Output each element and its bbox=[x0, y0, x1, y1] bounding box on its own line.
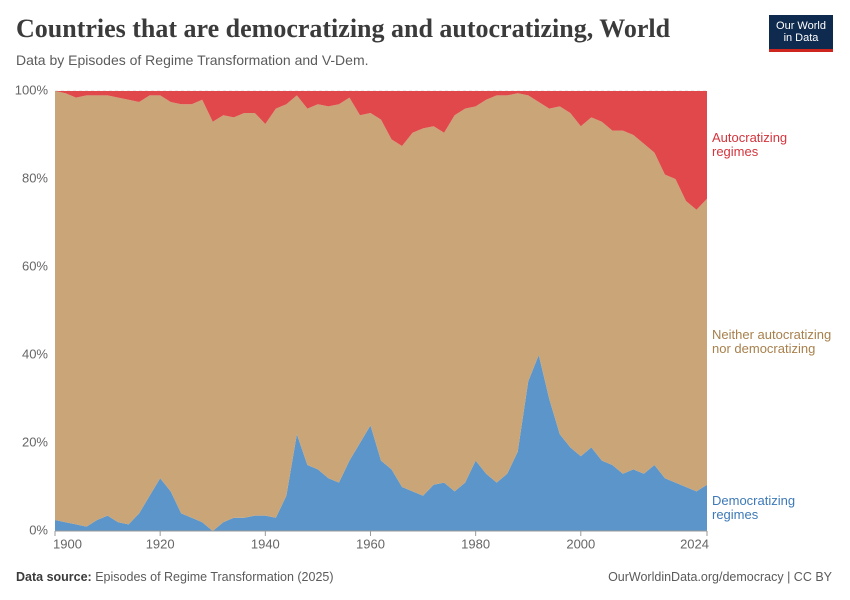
title: Countries that are democratizing and aut… bbox=[16, 14, 671, 43]
x-tick-label: 1960 bbox=[356, 536, 385, 551]
logo[interactable]: Our World in Data bbox=[769, 15, 833, 52]
subtitle: Data by Episodes of Regime Transformatio… bbox=[16, 52, 369, 68]
y-tick-label: 80% bbox=[22, 170, 48, 185]
x-tick-label: 1900 bbox=[53, 536, 82, 551]
x-tick-label: 2000 bbox=[566, 536, 595, 551]
x-tick-label: 1980 bbox=[461, 536, 490, 551]
x-tick-label: 1940 bbox=[251, 536, 280, 551]
area bbox=[55, 355, 707, 531]
y-tick-label: 20% bbox=[22, 434, 48, 449]
y-tick-label: 0% bbox=[29, 522, 48, 537]
logo-line: in Data bbox=[783, 32, 819, 44]
y-tick-label: 60% bbox=[22, 258, 48, 273]
logo-line: Our World bbox=[776, 20, 826, 32]
x-tick-label: 2024 bbox=[680, 536, 709, 551]
y-tick-label: 40% bbox=[22, 346, 48, 361]
footer-credit[interactable]: OurWorldinData.org/democracy | CC BY bbox=[608, 570, 832, 584]
y-tick-label: 100% bbox=[15, 82, 49, 97]
source-label: Data source: bbox=[16, 570, 92, 584]
legend-label: Democratizing regimes bbox=[712, 492, 796, 522]
area bbox=[55, 91, 707, 531]
source: Episodes of Regime Transformation (2025) bbox=[95, 570, 334, 584]
x-tick-label: 1920 bbox=[146, 536, 175, 551]
area bbox=[55, 91, 707, 210]
footer-source: Data source: Episodes of Regime Transfor… bbox=[16, 570, 334, 584]
legend-label: Autocratizing regimes bbox=[712, 129, 788, 159]
legend-label: Neither autocratizing nor democratizing bbox=[712, 326, 832, 356]
